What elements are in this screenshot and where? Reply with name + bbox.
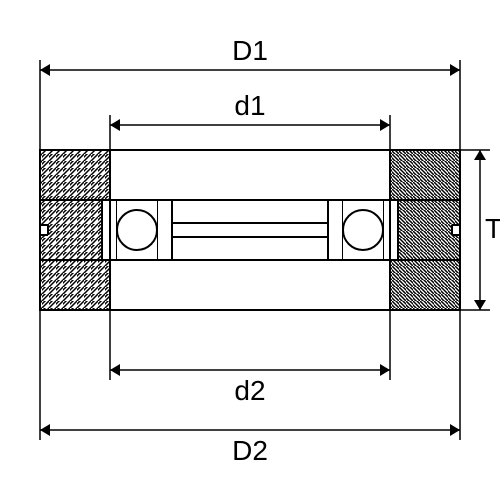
top-race-left-hatched	[40, 150, 110, 200]
bottom-race-right-hatched	[390, 260, 460, 310]
top-race-right-hatched	[390, 150, 460, 200]
bottom-race-center	[110, 260, 390, 310]
dimension-label-D2: D2	[232, 435, 268, 466]
dimension-label-T: T	[485, 213, 500, 244]
mid-right-hatched	[390, 200, 460, 260]
bearing-diagram: D1 d1 d2 D2 T	[0, 0, 500, 500]
bottom-race-left-hatched	[40, 260, 110, 310]
mid-left-hatched	[40, 200, 110, 260]
ball-right	[343, 210, 383, 250]
top-race-center	[110, 150, 390, 200]
dimension-label-D1: D1	[232, 35, 268, 66]
ball-left	[117, 210, 157, 250]
dimension-label-d1: d1	[234, 90, 265, 121]
cage-center	[172, 223, 328, 237]
dimension-label-d2: d2	[234, 375, 265, 406]
